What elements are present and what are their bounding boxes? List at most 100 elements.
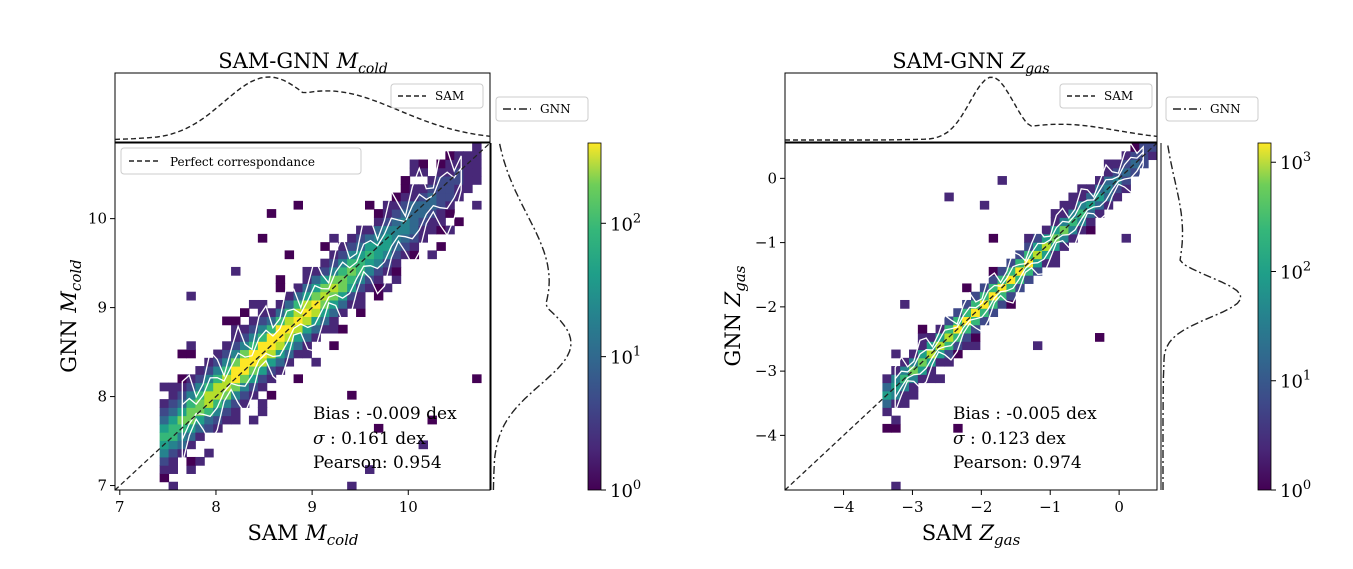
heatmap-cell: [391, 200, 402, 210]
heatmap-cell: [882, 407, 892, 417]
heatmap-cell: [891, 415, 901, 425]
heatmap-cell: [266, 390, 277, 400]
heatmap-cell: [248, 341, 259, 351]
heatmap-cell: [338, 266, 348, 276]
heatmap-cell: [1068, 192, 1078, 202]
heatmap-cell: [962, 333, 972, 342]
heatmap-cell: [1068, 200, 1078, 210]
heatmap-cell: [900, 390, 910, 400]
heatmap-cell: [988, 233, 999, 243]
heatmap-cell: [382, 242, 393, 251]
x-tick-label: 9: [307, 498, 317, 516]
heatmap-cell: [1024, 258, 1034, 268]
heatmap-cell: [311, 283, 321, 293]
heatmap-cell: [168, 448, 178, 458]
heatmap-cell: [257, 308, 268, 317]
heatmap-cell: [926, 349, 937, 359]
heatmap-cell: [1041, 225, 1052, 235]
heatmap-cell: [1050, 217, 1061, 227]
heatmap-cell: [900, 399, 910, 408]
heatmap-cell: [436, 217, 446, 227]
heatmap-cell: [1103, 176, 1114, 185]
heatmap-cell: [1041, 258, 1052, 268]
heatmap-cell: [248, 374, 259, 384]
heatmap-cell: [391, 192, 402, 202]
heatmap-cell: [373, 258, 384, 268]
heatmap-cell: [275, 308, 286, 317]
heatmap-cell: [382, 217, 393, 227]
heatmap-cell: [231, 407, 241, 417]
heatmap-cell: [962, 283, 972, 293]
stat-bias: Bias : -0.005 dex: [953, 404, 1097, 424]
heatmap-cell: [257, 299, 268, 309]
heatmap-cell: [400, 184, 411, 194]
heatmap-cell: [168, 399, 178, 408]
heatmap-cell: [257, 316, 268, 326]
heatmap-cell: [329, 308, 339, 317]
heatmap-cell: [882, 423, 892, 433]
heatmap-cell: [391, 209, 402, 218]
heatmap-cell: [1112, 167, 1123, 177]
heatmap-cell: [347, 291, 357, 301]
heatmap-cell: [293, 324, 303, 334]
heatmap-cell: [409, 159, 420, 169]
heatmap-cell: [159, 382, 170, 392]
heatmap-cell: [231, 349, 241, 359]
perfect-correspondence-line: [115, 143, 490, 490]
heatmap-cell: [1015, 275, 1025, 284]
heatmap-cell: [266, 366, 277, 375]
heatmap-cell: [400, 242, 411, 251]
heatmap-cell: [302, 349, 312, 359]
heatmap-cell: [248, 316, 259, 326]
heatmap-cell: [186, 440, 196, 450]
heatmap-cell: [275, 341, 286, 351]
heatmap-cell: [445, 225, 455, 235]
y-axis-label: GNN Mcold: [57, 259, 85, 373]
heatmap-cell: [240, 333, 250, 342]
heatmap-cell: [195, 432, 205, 441]
heatmap-cell: [1059, 200, 1069, 210]
y-tick-label: −4: [755, 426, 777, 444]
colorbar-ticks: 100 101 102 103: [1271, 150, 1311, 502]
heatmap-cell: [168, 456, 178, 466]
heatmap-cell: [400, 176, 411, 185]
heatmap-cell: [900, 299, 910, 309]
heatmap-cell: [979, 308, 990, 317]
x-ticks: −4 −3 −2 −1 0: [832, 490, 1124, 516]
heatmap-cell: [1077, 200, 1087, 210]
heatmap-cell: [293, 299, 303, 309]
heatmap-cell: [257, 233, 268, 243]
heatmap-cell: [356, 258, 366, 268]
heatmap-cell: [213, 374, 223, 384]
heatmap-cell: [409, 233, 420, 243]
heatmap-cell: [347, 481, 357, 490]
heatmap-cell: [168, 440, 178, 450]
heatmap-cell: [1095, 192, 1105, 202]
x-tick-label: 0: [1114, 498, 1124, 516]
heatmap-cell: [302, 299, 312, 309]
heatmap-cell: [1130, 151, 1140, 161]
heatmap-cell: [953, 341, 963, 351]
heatmap-cell: [1059, 225, 1069, 235]
heatmap-cell: [391, 250, 402, 260]
heatmap-cell: [204, 366, 214, 375]
heatmap-cell: [338, 291, 348, 301]
heatmap-cell: [222, 415, 232, 425]
heatmap-cell: [240, 374, 250, 384]
heatmap-cell: [427, 200, 437, 210]
y-ticks: 7 8 9 10: [88, 210, 115, 495]
heatmap-cell: [222, 390, 232, 400]
heatmap-cell: [909, 366, 919, 375]
side-legend: GNN: [1165, 96, 1259, 122]
heatmap-cell: [917, 333, 928, 342]
heatmap-cell: [284, 324, 295, 334]
heatmap-cell: [917, 366, 928, 375]
heatmap-cell: [1086, 217, 1096, 227]
heatmap-cell: [427, 225, 437, 235]
colorbar-tick-label: 100: [610, 478, 641, 502]
heatmap-cell: [257, 399, 268, 408]
heatmap-cell: [257, 382, 268, 392]
stat-sigma: σ : 0.161 dex: [313, 429, 426, 449]
heatmap-cell: [257, 341, 268, 351]
